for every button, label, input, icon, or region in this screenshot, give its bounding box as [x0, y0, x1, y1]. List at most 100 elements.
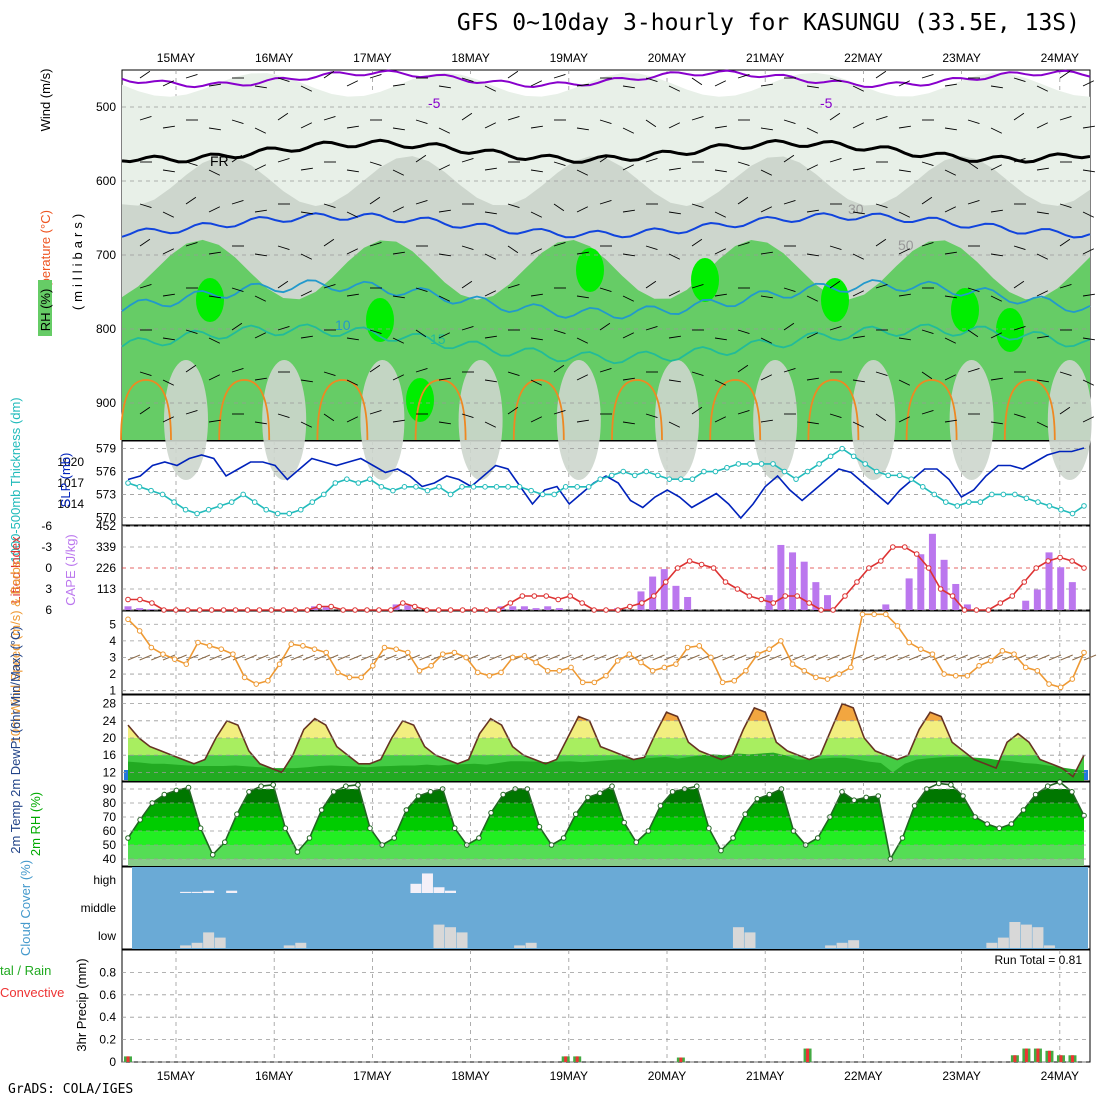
rh2m-line-point [935, 780, 942, 787]
rh2m-line-point [645, 828, 652, 834]
wind-barb-upper [254, 377, 267, 381]
lifted-index-line-point [854, 579, 860, 585]
thickness-line-point [401, 484, 408, 490]
wind-barb-10m [291, 654, 304, 661]
rh2m-line-point [899, 835, 906, 841]
precip-bar-convective [564, 1056, 568, 1062]
lifted-index-line-point [651, 593, 657, 599]
lifted-index-line-point [447, 607, 454, 613]
cloud-bar-low [433, 924, 445, 948]
lifted-index-line-point [376, 607, 382, 613]
wind-barb-upper [898, 337, 911, 341]
x-tick-top-6: 21MAY [746, 51, 784, 65]
wind-barb-upper [346, 248, 359, 255]
wind-barb-upper [645, 158, 658, 163]
cape-bar [544, 606, 552, 610]
wind-barb-upper [898, 211, 911, 218]
rh-blob-3 [576, 248, 604, 292]
lifted-index-line-point [615, 607, 621, 613]
cloud-bar-low [1032, 927, 1044, 948]
rh2m-line [127, 781, 1085, 862]
freezing-level-contour [121, 138, 1091, 164]
thickness-line-point [793, 476, 799, 482]
wind-barb-upper [208, 251, 221, 255]
wind-barb-upper [806, 377, 819, 381]
precip-legend-convective: Convective [0, 985, 64, 1000]
wind-barb-upper [806, 295, 819, 302]
thickness-line-point [470, 484, 477, 490]
wind-speed-line-point [1011, 651, 1017, 657]
wind-speed-line-point [463, 654, 469, 661]
cape-bar [789, 552, 797, 610]
chart-title: GFS 0~10day 3-hourly for KASUNGU (33.5E,… [456, 10, 1080, 36]
rh2m-line-point [657, 803, 664, 809]
y-tick-li-4: 6 [45, 603, 52, 617]
y-tick-upper-1: 600 [96, 174, 116, 188]
thickness-line-point [885, 472, 891, 479]
wind-barb-upper [369, 329, 382, 334]
wind-barb-upper [645, 245, 658, 250]
wind-barb-upper [668, 85, 681, 92]
lifted-index-line-point [352, 607, 358, 613]
rh-column-9 [1047, 360, 1092, 480]
lifted-index-line-point [256, 607, 263, 613]
wind-barb-upper [484, 167, 497, 171]
wind-barb-upper [300, 290, 313, 297]
wind-speed-line-point [789, 661, 796, 667]
thickness-line-point [781, 468, 788, 475]
wind-speed-line-point [883, 611, 889, 618]
wind-barb-upper [1036, 167, 1049, 171]
wind-barb-upper [576, 374, 589, 381]
precip-bar-convective [1036, 1048, 1040, 1062]
cape-bar [1033, 589, 1041, 610]
temp-contour-20-5 [611, 379, 663, 441]
wind-barb-upper [967, 287, 980, 292]
wind-barb-upper [346, 337, 359, 341]
wind-speed-line-point [288, 641, 295, 648]
wind-barb-10m [559, 654, 572, 661]
wind-barb-upper [714, 169, 727, 173]
wind-barb-10m [360, 654, 374, 661]
wind-speed-line-point [323, 649, 329, 656]
contour-label-5: 30 [848, 201, 864, 217]
wind-barb-upper [668, 122, 681, 129]
wind-barb-upper [369, 364, 381, 373]
wind-barb-upper [254, 209, 267, 213]
y-tick-rh2m-2: 60 [103, 824, 117, 838]
wind-barb-10m [873, 654, 887, 661]
wind-barb-upper [277, 112, 289, 121]
wind-barb-upper [369, 161, 382, 166]
lifted-index-line-point [555, 596, 562, 603]
wind-barb-upper [162, 169, 175, 173]
cloud-bar-high [421, 873, 433, 893]
wind-speed-line-point [778, 638, 784, 644]
wind-barb-10m [734, 654, 747, 661]
wind-barb-10m [757, 654, 770, 661]
wind-barb-upper [530, 293, 543, 297]
rh-blob-4 [691, 258, 719, 302]
rh2m-line-point [488, 810, 494, 816]
wind-speed-line-point [719, 679, 726, 686]
thickness-line-point [862, 461, 868, 467]
x-tick-top-8: 23MAY [942, 51, 980, 65]
wind-barb-upper [760, 374, 773, 381]
lifted-index-line-point [316, 603, 323, 610]
wind-speed-line-point [136, 628, 143, 634]
wind-barb-upper [300, 379, 313, 383]
wind-barb-10m [675, 654, 689, 661]
wind-speed-line-point [731, 677, 738, 684]
wind-barb-upper [507, 371, 520, 376]
lifted-index-line-point [340, 607, 346, 613]
thickness-line-point [263, 506, 270, 513]
wind-barb-upper [806, 421, 819, 425]
wind-barb-upper [254, 127, 267, 134]
wind-barb-upper [139, 284, 152, 289]
wind-barb-upper [783, 287, 796, 292]
wind-speed-line-point [626, 651, 633, 657]
wind-barb-upper [231, 368, 244, 373]
wind-barb-upper [967, 119, 980, 124]
wind-barb-upper [691, 116, 704, 121]
wind-barb-upper [944, 337, 957, 344]
rh2m-line-point [633, 839, 640, 846]
